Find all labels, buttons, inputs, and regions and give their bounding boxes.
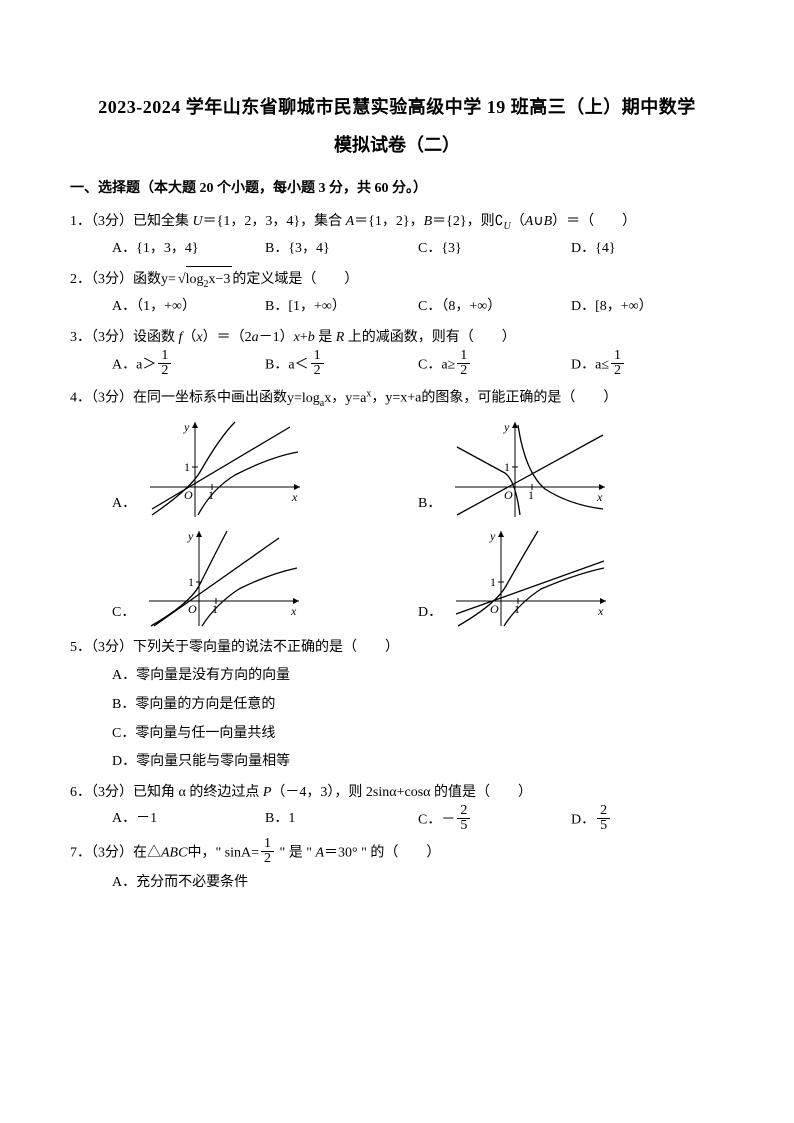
svg-text:y: y [489,529,496,543]
chart-graph-d-icon: x y O 1 1 [446,526,616,631]
q2-options: A．（1，+∞） B．[1，+∞） C．（8，+∞） D．[8，+∞） [70,294,724,321]
svg-text:x: x [290,604,297,618]
svg-text:y: y [503,420,510,434]
q3-stem-e: + [300,330,308,345]
q1-stem-e: （ [511,214,525,229]
section1-header: 一、选择题（本大题 20 个小题，每小题 3 分，共 60 分。） [70,176,724,203]
q2-opt-d: D．[8，+∞） [571,294,724,321]
q3-opt-b: B．a＜12 [265,351,418,380]
q3-opt-d: D．a≤12 [571,351,724,380]
q3-stem-g: 上的减函数，则有（ ） [344,330,516,345]
q6-stem-b: （－4，3），则 2sinα+cosα 的值是（ ） [271,785,532,800]
question-7: 7．（3分）在△ABC中，" sinA=12 " 是 " A＝30° " 的（ … [70,839,724,897]
q1-stem-g: ）＝（ ） [552,214,636,229]
q6-opt-c: C．－25 [418,806,571,835]
q2-opt-c: C．（8，+∞） [418,294,571,321]
svg-text:x: x [291,490,298,504]
q3-stem-d: －1） [259,330,294,345]
chart-graph-c-icon: x y O 1 1 [139,526,309,631]
q4-label-a: A． [112,491,136,518]
svg-text:1: 1 [184,460,190,474]
q4-stem-a: 4．（3分）在同一坐标系中画出函数 [70,391,287,406]
q2-stem: 2．（3分）函数y=log2x−3的定义域是（ ） [70,266,724,294]
question-3: 3．（3分）设函数 f（x）＝（2a－1）x+b 是 R 上的减函数，则有（ ）… [70,325,724,381]
exam-title-line2: 模拟试卷（二） [70,128,724,162]
chart-graph-b-icon: x y O 1 1 [445,417,615,522]
q1-opt-d: D．{4} [571,236,724,263]
svg-text:1: 1 [490,575,496,589]
q3-stem-c: ）＝（2 [203,330,252,345]
q4-stem-c: ， [371,391,385,406]
svg-text:x: x [597,604,604,618]
q4-stem-d: 的图象，可能正确的是（ ） [421,391,617,406]
chart-graph-a-icon: x y O 1 1 [140,417,310,522]
svg-text:1: 1 [528,488,534,502]
q4-chart-a: A． x y O 1 1 [112,417,418,522]
q4-chart-b: B． x y O 1 1 [418,417,724,522]
q3-stem-a: 3．（3分）设函数 [70,330,179,345]
q7-stem-a: 7．（3分）在△ [70,846,161,861]
svg-text:x: x [596,490,603,504]
question-5: 5．（3分）下列关于零向量的说法不正确的是（ ） A．零向量是没有方向的向量 B… [70,635,724,776]
q6-stem-a: 6．（3分）已知角 α 的终边过点 [70,785,263,800]
q1-stem-a: 1．（3分）已知全集 [70,214,193,229]
q7-opt-a: A．充分而不必要条件 [112,870,724,897]
svg-text:y: y [183,420,190,434]
svg-text:O: O [184,488,193,502]
q2-opt-b: B．[1，+∞） [265,294,418,321]
q5-opt-a: A．零向量是没有方向的向量 [112,663,724,690]
q7-stem-b: 中，" sinA= [187,846,259,861]
q1-stem-c: ＝{1，2}， [354,214,423,229]
q1-options: A．{1，3，4} B．{3，4} C．{3} D．{4} [70,236,724,263]
question-6: 6．（3分）已知角 α 的终边过点 P（－4，3），则 2sinα+cosα 的… [70,780,724,836]
q7-options: A．充分而不必要条件 [70,870,724,897]
q4-stem-b: ， [331,391,345,406]
svg-text:O: O [188,602,197,616]
q4-stem: 4．（3分）在同一坐标系中画出函数y=logax，y=ax，y=x+a的图象，可… [70,384,724,412]
q1-stem-f: ∪ [533,214,543,229]
q6-opt-d: D．25 [571,806,724,835]
q3-opt-a: A．a＞12 [112,351,265,380]
q4-label-b: B． [418,491,441,518]
q1-stem-b: ＝{1，2，3，4}，集合 [203,214,346,229]
q7-stem-c: " 是 " [276,846,315,861]
svg-text:O: O [490,602,499,616]
question-4: 4．（3分）在同一坐标系中画出函数y=logax，y=ax，y=x+a的图象，可… [70,384,724,630]
q6-opt-a: A．－1 [112,806,265,835]
q1-opt-a: A．{1，3，4} [112,236,265,263]
q2-stem-a: 2．（3分）函数 [70,272,161,287]
q5-options: A．零向量是没有方向的向量 B．零向量的方向是任意的 C．零向量与任一向量共线 … [70,663,724,775]
question-1: 1．（3分）已知全集 U＝{1，2，3，4}，集合 A＝{1，2}，B＝{2}，… [70,209,724,262]
q7-stem: 7．（3分）在△ABC中，" sinA=12 " 是 " A＝30° " 的（ … [70,839,724,868]
question-2: 2．（3分）函数y=log2x−3的定义域是（ ） A．（1，+∞） B．[1，… [70,266,724,320]
q1-opt-c: C．{3} [418,236,571,263]
q7-stem-d: ＝30° " 的（ ） [324,846,440,861]
exam-title-line1: 2023-2024 学年山东省聊城市民慧实验高级中学 19 班高三（上）期中数学 [70,90,724,124]
svg-text:O: O [504,488,513,502]
q2-stem-b: 的定义域是（ ） [232,272,358,287]
q6-options: A．－1 B．1 C．－25 D．25 [70,806,724,835]
q1-stem-d: ＝{2}，则∁ [432,214,503,229]
q4-chart-c: C． x y O 1 1 [112,526,418,631]
q3-stem-b: （ [182,330,196,345]
q4-label-d: D． [418,600,442,627]
q1-stem: 1．（3分）已知全集 U＝{1，2，3，4}，集合 A＝{1，2}，B＝{2}，… [70,209,724,236]
q2-opt-a: A．（1，+∞） [112,294,265,321]
q5-opt-d: D．零向量只能与零向量相等 [112,749,724,776]
q4-chart-d: D． x y O 1 1 [418,526,724,631]
q1-opt-b: B．{3，4} [265,236,418,263]
svg-text:y: y [187,529,194,543]
q6-opt-b: B．1 [265,806,418,835]
svg-text:1: 1 [188,575,194,589]
q3-stem: 3．（3分）设函数 f（x）＝（2a－1）x+b 是 R 上的减函数，则有（ ） [70,325,724,352]
q6-stem: 6．（3分）已知角 α 的终边过点 P（－4，3），则 2sinα+cosα 的… [70,780,724,807]
q4-label-c: C． [112,600,135,627]
q5-stem: 5．（3分）下列关于零向量的说法不正确的是（ ） [70,635,724,662]
q5-opt-c: C．零向量与任一向量共线 [112,721,724,748]
q3-stem-f: 是 [315,330,336,345]
q5-opt-b: B．零向量的方向是任意的 [112,692,724,719]
q3-opt-c: C．a≥12 [418,351,571,380]
svg-text:1: 1 [504,460,510,474]
q3-options: A．a＞12 B．a＜12 C．a≥12 D．a≤12 [70,351,724,380]
